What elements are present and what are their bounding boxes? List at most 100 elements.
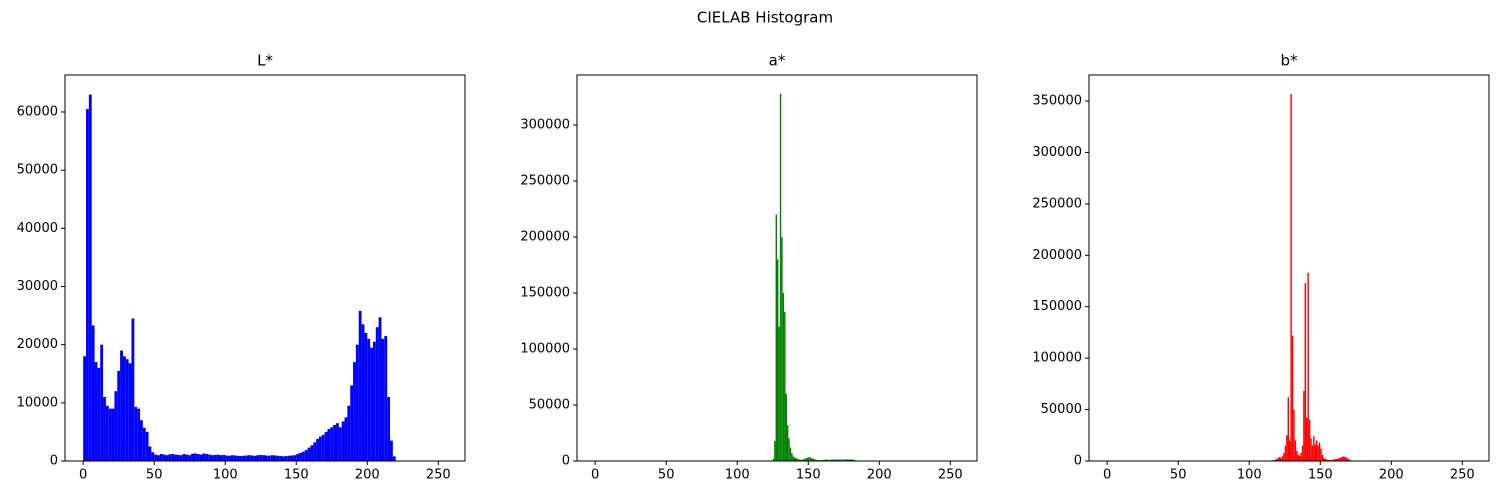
bar [842, 459, 844, 461]
bar [287, 455, 291, 461]
bar [125, 359, 129, 461]
y-tick-label: 250000 [520, 173, 570, 188]
bar [1325, 459, 1328, 461]
x-tick-label: 250 [426, 468, 451, 483]
bar [1289, 440, 1291, 461]
bar [825, 459, 827, 461]
bar [811, 458, 813, 461]
bar [1293, 409, 1295, 461]
bar [828, 459, 830, 461]
bar [159, 454, 163, 461]
bar [830, 459, 833, 461]
axes-title: L* [257, 52, 273, 70]
bar [799, 459, 802, 461]
y-tick-label: 50000 [529, 397, 570, 412]
bar [1320, 448, 1322, 461]
y-tick-label: 0 [50, 454, 58, 469]
bar [321, 434, 325, 461]
bar [774, 440, 776, 461]
bar [838, 459, 840, 461]
bar [384, 335, 388, 461]
bar [361, 324, 365, 461]
bar [833, 459, 836, 461]
bar [199, 454, 203, 461]
bar [282, 456, 285, 461]
bar [162, 454, 166, 461]
y-tick-label: 10000 [17, 395, 58, 410]
bar [111, 408, 115, 461]
bar [134, 406, 138, 461]
bar [1311, 445, 1314, 461]
bar [777, 259, 779, 461]
y-tick-label: 60000 [17, 104, 58, 119]
axes-frame [576, 74, 978, 462]
x-tick-label: 100 [725, 468, 750, 483]
axes-title: a* [769, 52, 786, 70]
bar [364, 333, 368, 461]
axes-frame [64, 74, 466, 462]
bar [1323, 457, 1325, 461]
bar [1342, 456, 1345, 461]
bar [307, 447, 311, 461]
x-tick-label: 100 [1237, 468, 1262, 483]
x-tick-label: 150 [796, 468, 821, 483]
y-tick-label: 150000 [1032, 299, 1082, 314]
y-tick-label: 100000 [520, 341, 570, 356]
bar [341, 421, 345, 461]
bar [137, 408, 140, 461]
bar [140, 420, 143, 461]
bar [338, 427, 342, 461]
bar [390, 440, 393, 461]
bar [262, 455, 265, 461]
y-tick-label: 50000 [17, 163, 58, 178]
bar [1317, 445, 1319, 461]
bar [1335, 458, 1338, 461]
bar [826, 459, 829, 461]
bar [782, 292, 785, 461]
bar [270, 455, 274, 461]
bar [853, 459, 856, 461]
bar [154, 454, 158, 461]
y-tick-label: 350000 [1032, 94, 1082, 109]
bar [120, 350, 123, 461]
x-tick-label: 150 [1308, 468, 1333, 483]
bar [284, 456, 288, 461]
bar [852, 459, 854, 461]
bar [253, 455, 257, 461]
x-tick-label: 50 [146, 468, 163, 483]
bar [265, 455, 268, 461]
bar [775, 214, 777, 461]
bar [131, 318, 135, 461]
bar [1347, 458, 1349, 461]
bar [816, 459, 819, 461]
bar [375, 327, 379, 461]
bar [208, 454, 212, 461]
bar [1328, 459, 1331, 461]
x-tick-label: 0 [591, 468, 599, 483]
x-tick-label: 250 [938, 468, 963, 483]
bar [94, 362, 98, 461]
bar [97, 367, 101, 461]
bar [310, 445, 314, 461]
bar [293, 455, 297, 461]
bar [103, 397, 106, 461]
y-tick-label: 300000 [520, 117, 570, 132]
bar [128, 363, 132, 461]
bar [211, 455, 214, 461]
bar [809, 457, 812, 461]
bar [222, 454, 226, 461]
bar [185, 454, 189, 461]
bar [821, 459, 823, 461]
bar [839, 459, 841, 461]
bar [1277, 457, 1280, 461]
bar [796, 458, 799, 461]
bar [778, 326, 780, 461]
bar [245, 455, 248, 461]
bar [1348, 459, 1351, 461]
figure-title: CIELAB Histogram [697, 9, 833, 27]
bar [1304, 283, 1307, 461]
bar [202, 453, 206, 461]
bar [1281, 455, 1284, 461]
bar [1276, 458, 1278, 461]
